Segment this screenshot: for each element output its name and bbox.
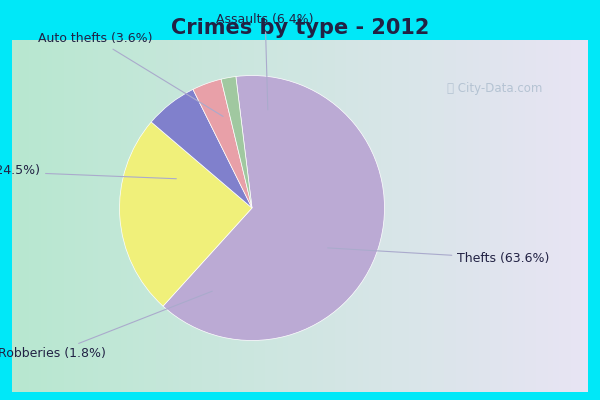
- Text: Thefts (63.6%): Thefts (63.6%): [328, 248, 550, 265]
- Wedge shape: [193, 79, 252, 208]
- Text: Robberies (1.8%): Robberies (1.8%): [0, 291, 212, 360]
- Wedge shape: [151, 89, 252, 208]
- Text: Auto thefts (3.6%): Auto thefts (3.6%): [38, 32, 223, 116]
- Text: Assaults (6.4%): Assaults (6.4%): [217, 13, 314, 110]
- Wedge shape: [221, 76, 252, 208]
- Text: ⓘ City-Data.com: ⓘ City-Data.com: [446, 82, 542, 95]
- Wedge shape: [163, 76, 385, 340]
- Text: Burglaries (24.5%): Burglaries (24.5%): [0, 164, 176, 179]
- Text: Crimes by type - 2012: Crimes by type - 2012: [171, 18, 429, 38]
- Wedge shape: [119, 122, 252, 306]
